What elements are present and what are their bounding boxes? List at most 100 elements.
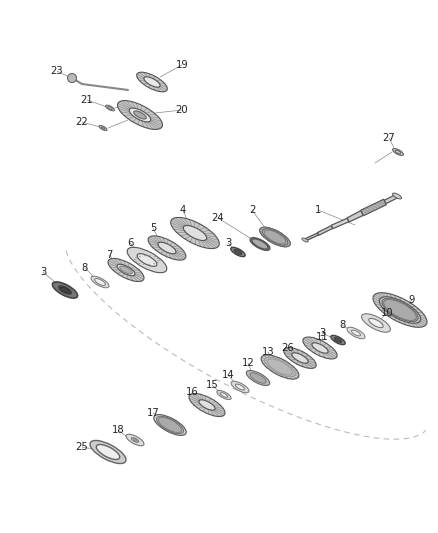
Ellipse shape	[362, 314, 390, 332]
Ellipse shape	[382, 298, 418, 321]
Text: 8: 8	[339, 320, 345, 330]
Ellipse shape	[117, 101, 162, 130]
Ellipse shape	[99, 125, 107, 131]
Text: 9: 9	[409, 295, 415, 305]
Ellipse shape	[101, 127, 105, 129]
Polygon shape	[304, 233, 318, 241]
Polygon shape	[347, 211, 363, 222]
Text: 3: 3	[40, 267, 46, 277]
Ellipse shape	[96, 445, 120, 459]
Ellipse shape	[161, 419, 179, 431]
Text: 1: 1	[315, 205, 321, 215]
Ellipse shape	[265, 357, 295, 377]
Polygon shape	[317, 225, 333, 236]
Ellipse shape	[148, 236, 186, 260]
Ellipse shape	[252, 239, 268, 249]
Ellipse shape	[129, 108, 151, 122]
Ellipse shape	[396, 150, 401, 154]
Text: 18: 18	[112, 425, 124, 435]
Ellipse shape	[90, 440, 126, 464]
Ellipse shape	[250, 373, 266, 383]
Ellipse shape	[312, 343, 328, 353]
Ellipse shape	[154, 415, 186, 435]
Ellipse shape	[260, 227, 290, 247]
Circle shape	[67, 74, 77, 83]
Text: 10: 10	[381, 308, 393, 318]
Ellipse shape	[126, 434, 144, 446]
Ellipse shape	[379, 297, 421, 324]
Ellipse shape	[59, 286, 71, 294]
Ellipse shape	[156, 416, 184, 434]
Ellipse shape	[117, 264, 135, 276]
Text: 22: 22	[76, 117, 88, 127]
Text: 5: 5	[150, 223, 156, 233]
Ellipse shape	[137, 254, 157, 266]
Text: 6: 6	[127, 238, 133, 248]
Ellipse shape	[267, 232, 283, 242]
Text: 7: 7	[106, 250, 112, 260]
Text: 16: 16	[186, 387, 198, 397]
Ellipse shape	[302, 238, 308, 242]
Text: 11: 11	[316, 332, 328, 342]
Ellipse shape	[334, 338, 342, 342]
Ellipse shape	[220, 393, 228, 397]
Ellipse shape	[217, 390, 231, 400]
Ellipse shape	[271, 361, 289, 373]
Text: 19: 19	[176, 60, 188, 70]
Ellipse shape	[347, 327, 365, 339]
Ellipse shape	[262, 229, 288, 245]
Text: 27: 27	[383, 133, 396, 143]
Text: 14: 14	[222, 370, 234, 380]
Ellipse shape	[264, 230, 286, 244]
Polygon shape	[331, 218, 349, 229]
Ellipse shape	[91, 276, 109, 288]
Text: 26: 26	[282, 343, 294, 353]
Ellipse shape	[134, 111, 146, 119]
Ellipse shape	[331, 335, 345, 345]
Ellipse shape	[231, 247, 245, 256]
Ellipse shape	[158, 417, 182, 432]
Ellipse shape	[392, 193, 402, 199]
Text: 20: 20	[176, 105, 188, 115]
Ellipse shape	[133, 439, 137, 441]
Text: 17: 17	[147, 408, 159, 418]
Text: 23: 23	[51, 66, 64, 76]
Ellipse shape	[144, 77, 160, 87]
Ellipse shape	[158, 242, 176, 254]
Ellipse shape	[234, 249, 242, 254]
Ellipse shape	[171, 217, 219, 248]
Ellipse shape	[261, 355, 299, 379]
Ellipse shape	[95, 279, 106, 286]
Ellipse shape	[234, 249, 242, 254]
Ellipse shape	[60, 287, 70, 293]
Ellipse shape	[53, 282, 78, 298]
Ellipse shape	[108, 259, 144, 281]
Ellipse shape	[106, 105, 114, 111]
Polygon shape	[384, 195, 398, 204]
Ellipse shape	[292, 353, 308, 363]
Polygon shape	[360, 199, 386, 216]
Ellipse shape	[231, 381, 249, 393]
Text: 3: 3	[225, 238, 231, 248]
Ellipse shape	[137, 72, 167, 92]
Text: 12: 12	[242, 358, 254, 368]
Ellipse shape	[264, 230, 286, 244]
Ellipse shape	[250, 238, 270, 251]
Ellipse shape	[369, 318, 383, 328]
Ellipse shape	[352, 330, 360, 336]
Text: 8: 8	[82, 263, 88, 273]
Ellipse shape	[189, 393, 225, 417]
Text: 15: 15	[205, 380, 219, 390]
Ellipse shape	[199, 400, 215, 410]
Ellipse shape	[284, 348, 316, 368]
Text: 3: 3	[319, 328, 325, 338]
Ellipse shape	[253, 375, 263, 382]
Ellipse shape	[384, 300, 416, 320]
Ellipse shape	[386, 301, 413, 319]
Ellipse shape	[303, 337, 337, 359]
Ellipse shape	[108, 107, 112, 109]
Text: 13: 13	[261, 347, 274, 357]
Ellipse shape	[127, 247, 167, 273]
Text: 25: 25	[76, 442, 88, 452]
Ellipse shape	[385, 301, 414, 319]
